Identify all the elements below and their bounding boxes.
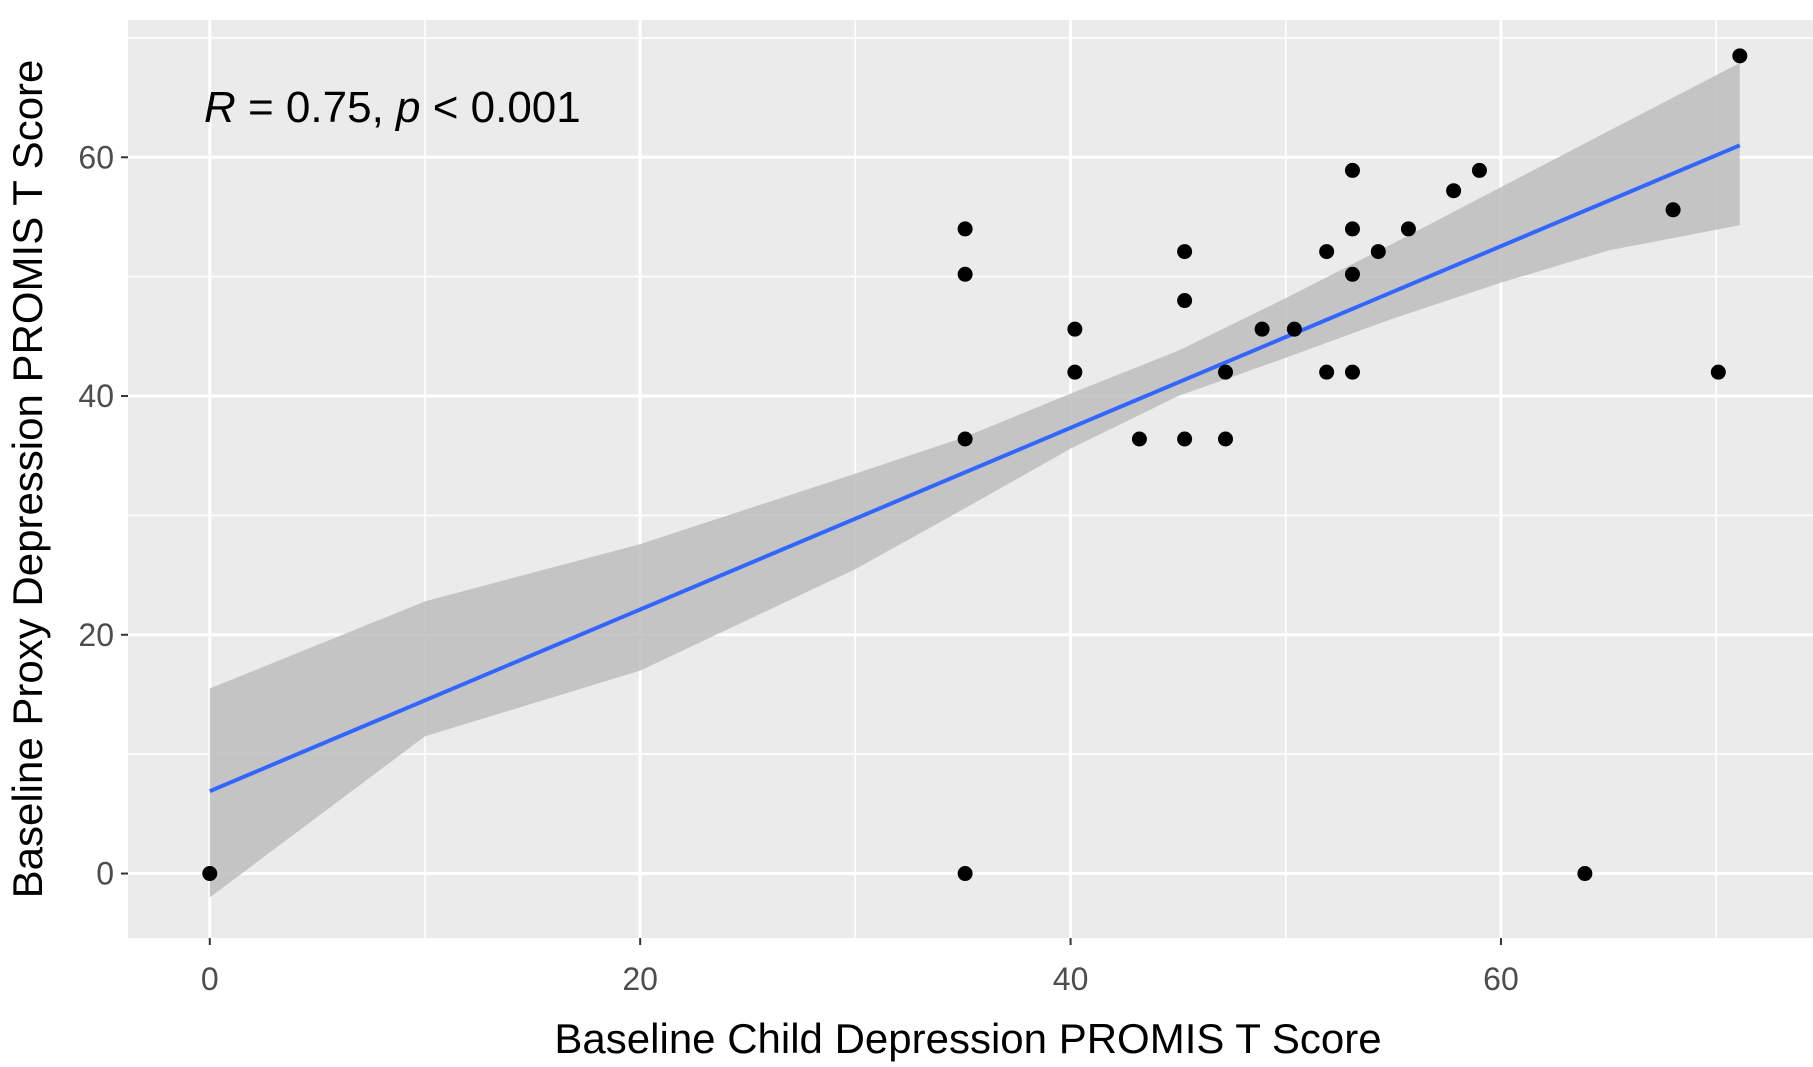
data-point bbox=[1344, 266, 1360, 282]
data-point bbox=[1177, 244, 1193, 260]
data-point bbox=[1319, 244, 1335, 260]
data-point bbox=[1218, 364, 1234, 380]
data-point bbox=[1177, 293, 1193, 309]
data-point bbox=[957, 221, 973, 237]
annotation-r-value: = 0.75, bbox=[236, 83, 396, 132]
axis-ticks bbox=[121, 156, 1502, 945]
data-point bbox=[1344, 221, 1360, 237]
y-tick-label: 0 bbox=[96, 856, 114, 892]
data-point bbox=[202, 866, 218, 882]
grid-lines bbox=[128, 20, 1813, 938]
regression-line bbox=[208, 143, 1741, 794]
data-point bbox=[1370, 244, 1386, 260]
x-tick-label: 20 bbox=[622, 961, 658, 997]
data-point bbox=[1218, 431, 1234, 447]
x-axis-title: Baseline Child Depression PROMIS T Score bbox=[554, 1015, 1381, 1062]
y-axis-title: Baseline Proxy Depression PROMIS T Score bbox=[4, 60, 51, 899]
data-point bbox=[1254, 321, 1270, 337]
y-tick-label: 60 bbox=[78, 139, 114, 175]
annotation-p-value: < 0.001 bbox=[421, 83, 581, 132]
y-tick-label: 20 bbox=[78, 617, 114, 653]
data-point bbox=[1344, 364, 1360, 380]
data-point bbox=[1344, 162, 1360, 178]
data-point bbox=[957, 266, 973, 282]
data-point bbox=[1400, 221, 1416, 237]
data-point bbox=[1067, 321, 1083, 337]
data-point bbox=[1665, 202, 1681, 218]
data-point bbox=[1710, 364, 1726, 380]
data-point bbox=[1577, 866, 1593, 882]
data-point bbox=[1177, 431, 1193, 447]
data-point bbox=[1067, 364, 1083, 380]
data-point bbox=[1471, 162, 1487, 178]
x-tick-label: 60 bbox=[1483, 961, 1519, 997]
annotation-p-symbol: p bbox=[394, 83, 420, 132]
y-tick-label: 40 bbox=[78, 378, 114, 414]
x-tick-label: 0 bbox=[201, 961, 219, 997]
data-point bbox=[957, 866, 973, 882]
data-point bbox=[1732, 48, 1748, 64]
annotation-text: R = 0.75, p < 0.001 bbox=[204, 83, 581, 132]
axis-tick-labels: 0 20 40 60 0 20 40 60 bbox=[78, 139, 1518, 997]
data-points bbox=[202, 48, 1748, 882]
data-point bbox=[1446, 183, 1462, 199]
data-point bbox=[957, 431, 973, 447]
data-point bbox=[1131, 431, 1147, 447]
data-point bbox=[1286, 321, 1302, 337]
x-tick-label: 40 bbox=[1053, 961, 1089, 997]
data-point bbox=[1319, 364, 1335, 380]
annotation-r-symbol: R bbox=[204, 83, 236, 132]
